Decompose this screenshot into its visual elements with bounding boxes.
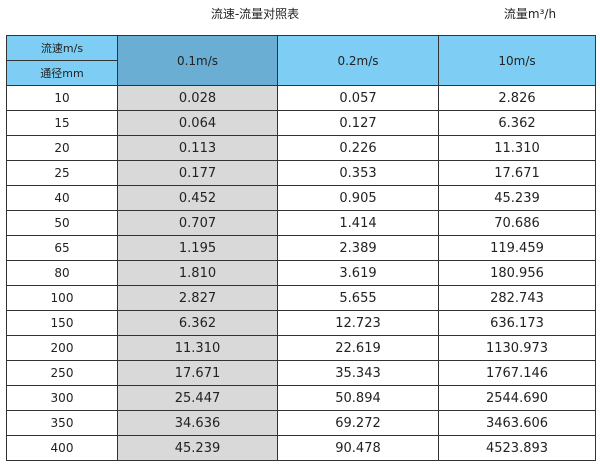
flow-cell: 282.743 (438, 285, 596, 311)
table-row: 65 1.195 2.389 119.459 (6, 235, 596, 261)
flow-cell: 25.447 (117, 385, 278, 411)
table-row: 20 0.113 0.226 11.310 (6, 135, 596, 161)
diameter-cell: 250 (6, 360, 118, 386)
column-header: 0.2m/s (277, 35, 439, 86)
diameter-cell: 300 (6, 385, 118, 411)
column-header: 10m/s (438, 35, 596, 86)
table-row: 250 17.671 35.343 1767.146 (6, 360, 596, 386)
flow-cell: 69.272 (277, 410, 439, 436)
diameter-cell: 100 (6, 285, 118, 311)
corner-header-velocity: 流速m/s (6, 35, 118, 61)
flow-cell: 0.177 (117, 160, 278, 186)
flow-cell: 17.671 (117, 360, 278, 386)
diameter-cell: 65 (6, 235, 118, 261)
flow-cell: 0.707 (117, 210, 278, 236)
diameter-cell: 400 (6, 435, 118, 461)
table-row: 350 34.636 69.272 3463.606 (6, 410, 596, 436)
unit-label: 流量m³/h (503, 7, 557, 21)
flow-cell: 0.353 (277, 160, 439, 186)
flow-cell: 70.686 (438, 210, 596, 236)
diameter-cell: 10 (6, 85, 118, 111)
flow-cell: 45.239 (117, 435, 278, 461)
table-row: 400 45.239 90.478 4523.893 (6, 435, 596, 461)
flow-cell: 0.452 (117, 185, 278, 211)
table-title: 流速-流量对照表 (210, 7, 300, 21)
table-row: 150 6.362 12.723 636.173 (6, 310, 596, 336)
flow-cell: 34.636 (117, 410, 278, 436)
diameter-cell: 20 (6, 135, 118, 161)
table-row: 10 0.028 0.057 2.826 (6, 85, 596, 111)
diameter-cell: 15 (6, 110, 118, 136)
flow-cell: 0.057 (277, 85, 439, 111)
flow-cell: 45.239 (438, 185, 596, 211)
flow-cell: 0.113 (117, 135, 278, 161)
flow-cell: 5.655 (277, 285, 439, 311)
flow-cell: 636.173 (438, 310, 596, 336)
flow-cell: 2.389 (277, 235, 439, 261)
table-row: 80 1.810 3.619 180.956 (6, 260, 596, 286)
diameter-cell: 200 (6, 335, 118, 361)
flow-cell: 1.810 (117, 260, 278, 286)
flow-cell: 0.905 (277, 185, 439, 211)
flow-cell: 1130.973 (438, 335, 596, 361)
corner-header-diameter: 通径mm (6, 60, 118, 86)
flow-cell: 17.671 (438, 160, 596, 186)
flow-cell: 1767.146 (438, 360, 596, 386)
flow-cell: 90.478 (277, 435, 439, 461)
flow-cell: 119.459 (438, 235, 596, 261)
diameter-cell: 25 (6, 160, 118, 186)
flow-cell: 50.894 (277, 385, 439, 411)
flow-cell: 1.195 (117, 235, 278, 261)
diameter-cell: 50 (6, 210, 118, 236)
flow-rate-table: 流速m/s 0.1m/s 0.2m/s 10m/s 通径mm 10 0.028 0.… (6, 35, 596, 461)
table-row: 15 0.064 0.127 6.362 (6, 110, 596, 136)
diameter-cell: 350 (6, 410, 118, 436)
diameter-cell: 150 (6, 310, 118, 336)
diameter-cell: 40 (6, 185, 118, 211)
table-row: 50 0.707 1.414 70.686 (6, 210, 596, 236)
diameter-cell: 80 (6, 260, 118, 286)
column-header: 0.1m/s (117, 35, 278, 86)
flow-cell: 6.362 (438, 110, 596, 136)
flow-cell: 12.723 (277, 310, 439, 336)
flow-cell: 11.310 (117, 335, 278, 361)
flow-cell: 4523.893 (438, 435, 596, 461)
flow-cell: 11.310 (438, 135, 596, 161)
flow-cell: 0.028 (117, 85, 278, 111)
flow-cell: 3463.606 (438, 410, 596, 436)
flow-cell: 1.414 (277, 210, 439, 236)
flow-cell: 0.127 (277, 110, 439, 136)
flow-cell: 6.362 (117, 310, 278, 336)
flow-cell: 22.619 (277, 335, 439, 361)
table-row: 200 11.310 22.619 1130.973 (6, 335, 596, 361)
table-row: 40 0.452 0.905 45.239 (6, 185, 596, 211)
flow-cell: 35.343 (277, 360, 439, 386)
flow-cell: 2544.690 (438, 385, 596, 411)
table-row: 300 25.447 50.894 2544.690 (6, 385, 596, 411)
flow-cell: 0.226 (277, 135, 439, 161)
flow-cell: 2.826 (438, 85, 596, 111)
flow-cell: 180.956 (438, 260, 596, 286)
flow-cell: 3.619 (277, 260, 439, 286)
table-row: 25 0.177 0.353 17.671 (6, 160, 596, 186)
table-row: 100 2.827 5.655 282.743 (6, 285, 596, 311)
flow-cell: 0.064 (117, 110, 278, 136)
flow-cell: 2.827 (117, 285, 278, 311)
